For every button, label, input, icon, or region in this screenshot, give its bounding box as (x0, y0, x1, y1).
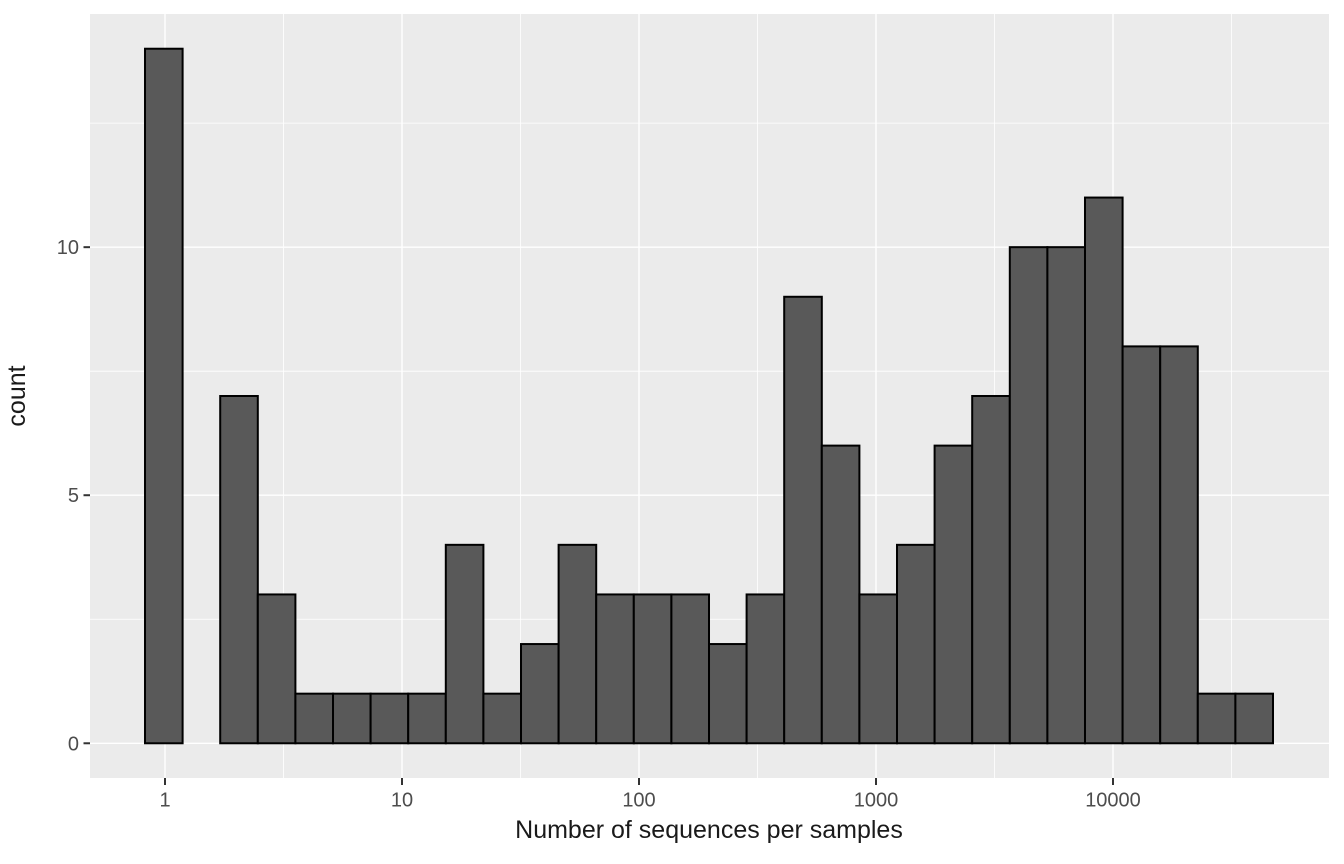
histogram-bar (670, 593, 711, 745)
histogram-bar (332, 692, 372, 745)
histogram-bar (858, 593, 899, 745)
histogram-bar (632, 593, 673, 745)
histogram-bar (482, 692, 523, 745)
y-axis-title: count (3, 365, 31, 426)
histogram-bar (708, 643, 748, 745)
y-tick-label: 0 (68, 733, 79, 755)
histogram-bar (783, 295, 823, 745)
x-tick-label: 1000 (854, 790, 899, 812)
y-tick-label: 5 (68, 485, 79, 507)
histogram-bar (294, 692, 335, 745)
histogram-bar (219, 395, 259, 745)
histogram-bar (1046, 246, 1086, 745)
histogram-bar (144, 47, 184, 745)
histogram-bar (971, 395, 1011, 745)
x-tick-label: 10000 (1085, 790, 1141, 812)
histogram-bar (520, 643, 560, 745)
histogram-bar (1008, 246, 1049, 745)
histogram-bar (256, 593, 297, 745)
axes: 1 10 100 1000 10000 0 5 10 (57, 237, 1141, 811)
x-tick-label: 10 (391, 790, 413, 812)
histogram-bar (444, 543, 485, 745)
x-axis-title: Number of sequences per samples (515, 816, 903, 844)
histogram-bar (1159, 345, 1199, 745)
histogram-bar (745, 593, 786, 745)
histogram-bar (1196, 692, 1237, 745)
y-tick-label: 10 (57, 237, 79, 259)
histogram-bar (557, 543, 598, 745)
histogram-bar (1234, 692, 1274, 745)
histogram-bar (820, 444, 861, 745)
histogram-bar (1121, 345, 1162, 745)
histogram-bar (369, 692, 410, 745)
histogram-bar (933, 444, 974, 745)
plot-panel (90, 14, 1329, 778)
x-tick-label: 1 (159, 790, 170, 812)
histogram-bar (896, 543, 936, 745)
histogram-bar (595, 593, 635, 745)
x-tick-label: 100 (622, 790, 655, 812)
histogram-bar (1083, 196, 1124, 745)
histogram-bar (407, 692, 447, 745)
